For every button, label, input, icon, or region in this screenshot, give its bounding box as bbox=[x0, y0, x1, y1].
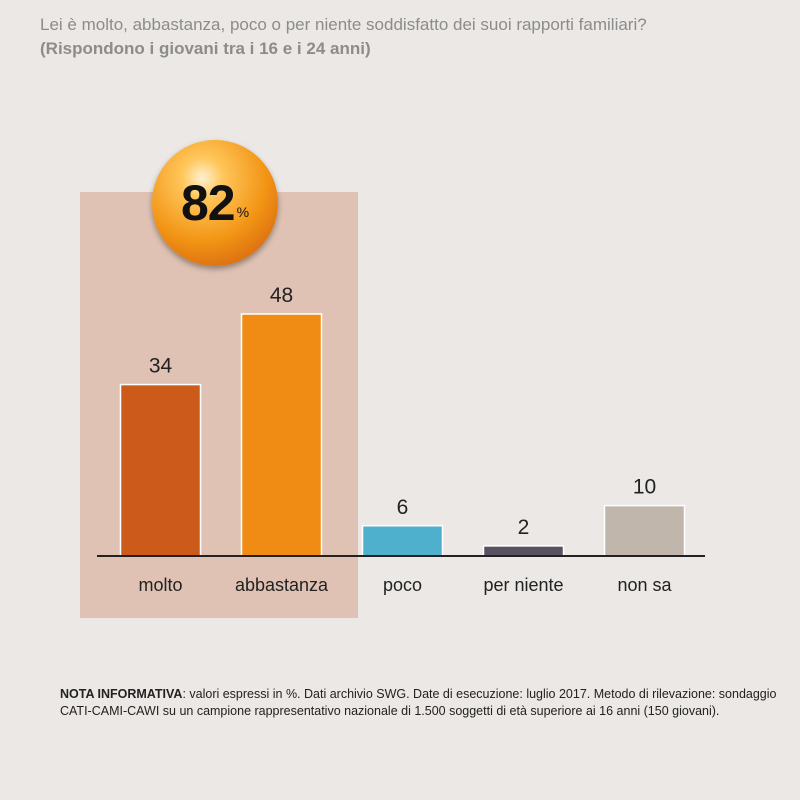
category-label-abbastanza: abbastanza bbox=[235, 575, 329, 595]
category-label-molto: molto bbox=[138, 575, 182, 595]
total-badge-unit: % bbox=[236, 204, 250, 220]
bar-poco bbox=[361, 525, 444, 557]
bar-abbastanza bbox=[240, 313, 323, 557]
bar-molto bbox=[119, 383, 202, 557]
total-badge-value: 82 bbox=[180, 175, 236, 231]
bar-per-niente bbox=[482, 545, 565, 557]
category-label-non-sa: non sa bbox=[617, 575, 672, 595]
value-label-poco: 6 bbox=[397, 496, 409, 519]
category-label-per-niente: per niente bbox=[483, 575, 563, 595]
chart-title: Lei è molto, abbastanza, poco o per nien… bbox=[40, 15, 647, 34]
value-label-non-sa: 10 bbox=[633, 476, 656, 499]
value-label-abbastanza: 48 bbox=[270, 284, 293, 307]
bar-non-sa bbox=[603, 504, 686, 557]
note-text: : valori espressi in %. Dati archivio SW… bbox=[60, 687, 777, 718]
category-label-poco: poco bbox=[383, 575, 422, 595]
chart-subtitle: (Rispondono i giovani tra i 16 e i 24 an… bbox=[40, 39, 371, 58]
value-label-per-niente: 2 bbox=[518, 516, 530, 539]
info-note: NOTA INFORMATIVA: valori espressi in %. … bbox=[60, 686, 780, 720]
note-label: NOTA INFORMATIVA bbox=[60, 687, 183, 701]
total-badge: 82 % bbox=[152, 140, 278, 266]
value-label-molto: 34 bbox=[149, 355, 173, 378]
